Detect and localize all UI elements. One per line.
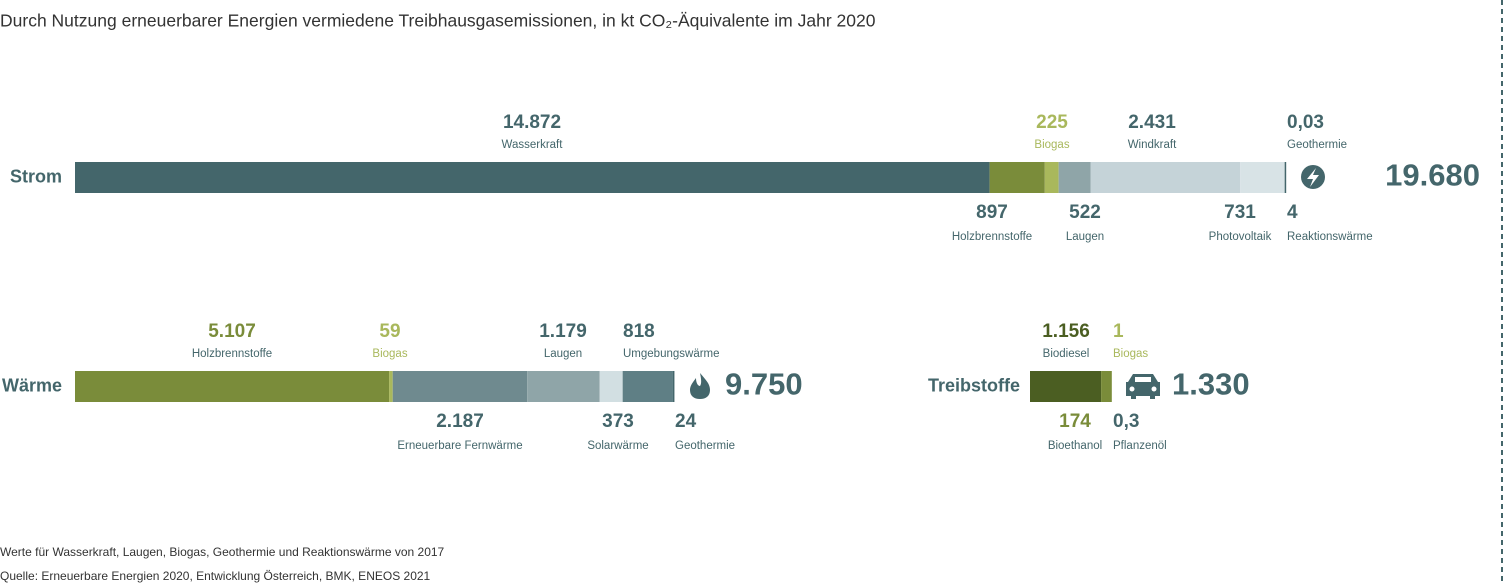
- segment-name: Geothermie: [675, 440, 735, 452]
- bar-segment: [527, 371, 600, 402]
- value-label: 1.179: [539, 321, 587, 342]
- bar-segment: [75, 162, 990, 193]
- lightning-icon: [1301, 165, 1325, 189]
- value-label: 4: [1287, 202, 1298, 223]
- value-label: 24: [675, 411, 697, 432]
- value-label: 14.872: [503, 112, 561, 133]
- category-label: Treibstoffe: [928, 375, 1020, 395]
- segment-name: Bioethanol: [1048, 440, 1102, 452]
- category-label: Wärme: [2, 375, 62, 395]
- note: Werte für Wasserkraft, Laugen, Biogas, G…: [0, 545, 445, 559]
- segment-name: Reaktionswärme: [1287, 231, 1373, 243]
- segment-name: Erneuerbare Fernwärme: [397, 440, 522, 452]
- segment-name: Holzbrennstoffe: [952, 231, 1032, 243]
- value-label: 818: [623, 321, 655, 342]
- value-label: 1.156: [1042, 321, 1090, 342]
- segment-name: Solarwärme: [587, 440, 648, 452]
- segment-name: Biogas: [1034, 139, 1069, 151]
- bar-segment: [75, 371, 390, 402]
- value-label: 2.187: [436, 411, 484, 432]
- value-label: 0,03: [1287, 112, 1324, 133]
- category-label: Strom: [10, 166, 62, 186]
- bar-segment: [1058, 162, 1091, 193]
- value-label: 225: [1036, 112, 1068, 133]
- segment-name: Laugen: [1066, 231, 1104, 243]
- flame-icon: [690, 373, 710, 399]
- segment-name: Biodiesel: [1043, 348, 1090, 360]
- bar-segment: [599, 371, 623, 402]
- segment-name: Holzbrennstoffe: [192, 348, 272, 360]
- bar-segment: [392, 371, 528, 402]
- bar-segment: [672, 371, 675, 402]
- bar-segment: [1030, 371, 1102, 402]
- bar-segment: [989, 162, 1045, 193]
- segment-name: Laugen: [544, 348, 582, 360]
- value-label: 59: [379, 321, 400, 342]
- value-label: 897: [976, 202, 1008, 223]
- bar-segment: [1240, 162, 1286, 193]
- segment-name: Wasserkraft: [502, 139, 564, 151]
- segment-name: Pflanzenöl: [1113, 440, 1167, 452]
- value-label: 731: [1224, 202, 1256, 223]
- total-label: 19.680: [1385, 158, 1480, 193]
- bar-segment: [622, 371, 673, 402]
- segment-name: Windkraft: [1128, 139, 1177, 151]
- car-icon: [1126, 374, 1160, 399]
- value-label: 373: [602, 411, 634, 432]
- bar-segment: [1101, 371, 1112, 402]
- bar-segment: [389, 371, 393, 402]
- value-label: 2.431: [1128, 112, 1176, 133]
- segment-name: Umgebungswärme: [623, 348, 720, 360]
- segment-name: Geothermie: [1287, 139, 1347, 151]
- segment-name: Biogas: [1113, 348, 1148, 360]
- bar-segment: [1090, 162, 1241, 193]
- value-label: 174: [1059, 411, 1091, 432]
- value-label: 1: [1113, 321, 1124, 342]
- value-label: 522: [1069, 202, 1101, 223]
- title: Durch Nutzung erneuerbarer Energien verm…: [0, 11, 876, 31]
- total-label: 9.750: [725, 367, 803, 402]
- note: Quelle: Erneuerbare Energien 2020, Entwi…: [0, 569, 431, 583]
- value-label: 0,3: [1113, 411, 1139, 432]
- segment-name: Biogas: [372, 348, 407, 360]
- total-label: 1.330: [1172, 367, 1250, 402]
- value-label: 5.107: [208, 321, 256, 342]
- bar-segment: [1044, 162, 1059, 193]
- segment-name: Photovoltaik: [1209, 231, 1272, 243]
